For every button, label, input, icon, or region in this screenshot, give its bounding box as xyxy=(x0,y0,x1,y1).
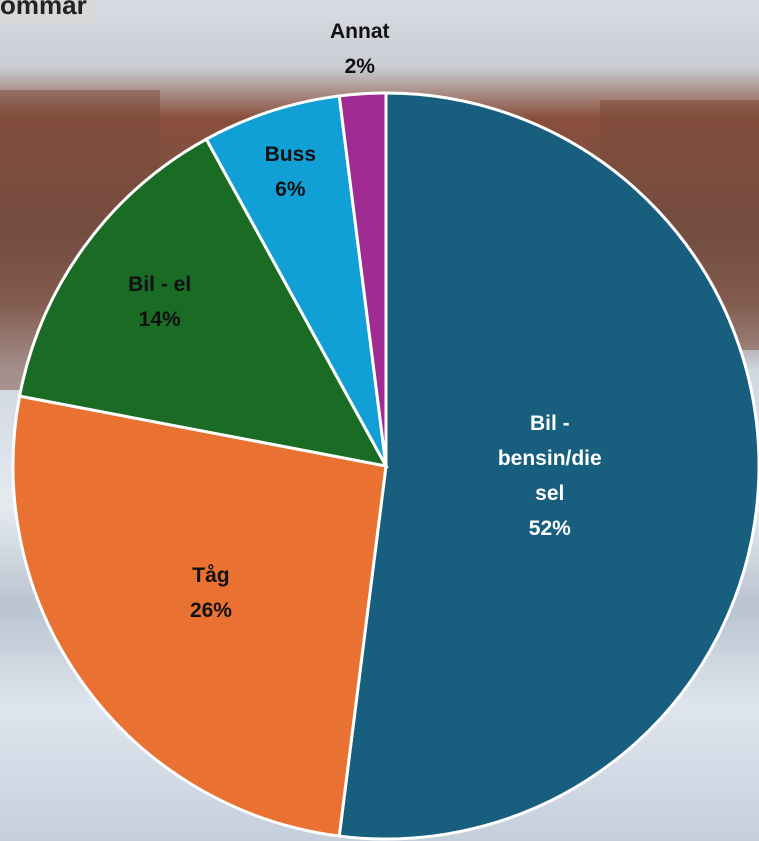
category-label: Annat xyxy=(330,20,390,44)
pie-slice xyxy=(17,137,389,469)
pie-slice xyxy=(337,91,388,467)
value-label: 26% xyxy=(189,599,232,623)
category-label: Tåg xyxy=(192,564,230,588)
chart-title: ommar xyxy=(0,0,95,22)
data-label: Bil - bensin/diesel 52% xyxy=(494,406,606,546)
data-label: Tåg 26% xyxy=(151,558,271,628)
category-label: Bil - el xyxy=(128,272,192,296)
data-label: Bil - el 14% xyxy=(100,267,220,337)
data-label: Annat 2% xyxy=(300,14,420,84)
pie-slice xyxy=(337,91,759,841)
value-label: 52% xyxy=(528,517,571,541)
category-label: Buss xyxy=(264,142,316,166)
value-label: 2% xyxy=(344,55,375,79)
pie xyxy=(11,91,759,841)
data-label: Buss 6% xyxy=(230,137,350,207)
category-label: Bil - bensin/diesel xyxy=(497,412,602,506)
pie-slice xyxy=(11,394,388,838)
pie-slice xyxy=(204,94,388,467)
value-label: 6% xyxy=(275,177,306,201)
value-label: 14% xyxy=(138,307,181,331)
